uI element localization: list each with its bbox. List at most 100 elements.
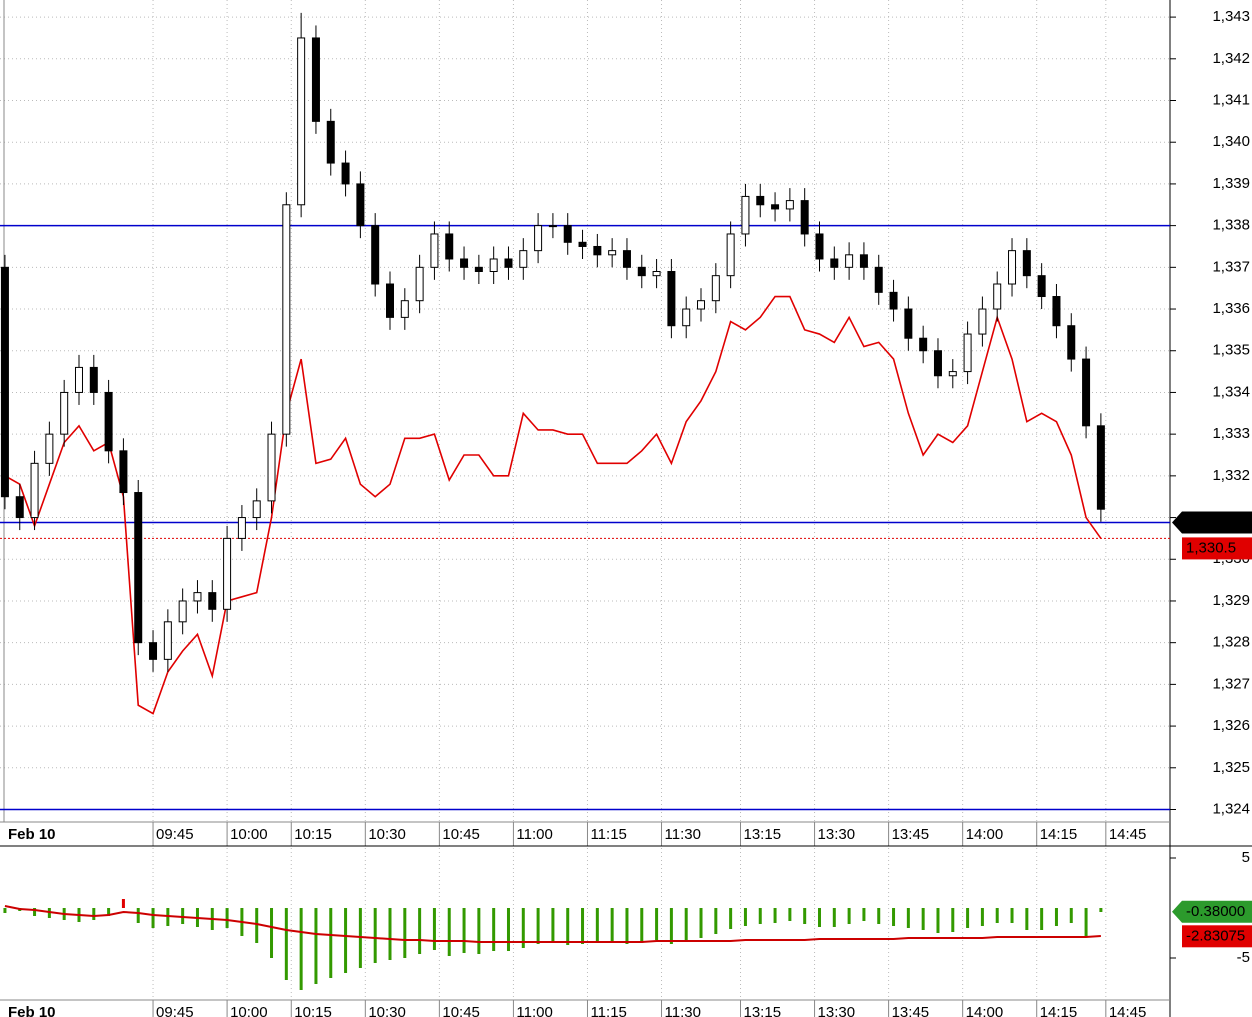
y-tick-label: 1,332	[1212, 467, 1250, 484]
candle-body	[889, 291, 898, 310]
y-tick-label: 1,328	[1212, 634, 1250, 651]
candle-body	[163, 621, 172, 660]
candle-body	[386, 283, 394, 318]
candle-body	[534, 225, 543, 252]
line-last-tag: 1,330.5	[1186, 539, 1236, 556]
date-label: Feb 10	[8, 826, 56, 843]
candle-body	[682, 308, 691, 327]
histogram-bar	[521, 908, 525, 948]
x-tick-label: 09:45	[156, 1004, 194, 1017]
x-tick-label: 10:30	[368, 1004, 406, 1017]
candle-body	[45, 433, 54, 464]
candle-body	[237, 517, 246, 539]
y-tick-label: 1,327	[1212, 675, 1250, 692]
candle-body	[963, 333, 972, 373]
histogram-bar	[566, 908, 570, 945]
candle-body	[1022, 250, 1031, 277]
histogram-bar	[729, 908, 733, 929]
histogram-bar	[684, 908, 688, 940]
x-tick-label: 09:45	[156, 826, 194, 843]
y-tick-label: 1,342	[1212, 50, 1250, 67]
candle-body	[489, 258, 498, 272]
date-label: Feb 10	[8, 1004, 56, 1017]
y-tick-label: 1,336	[1212, 300, 1250, 317]
candle-body	[223, 537, 232, 610]
histogram-bar	[1010, 908, 1014, 923]
histogram-bar	[403, 908, 407, 958]
histogram-bar	[225, 908, 229, 928]
candle-body	[548, 225, 557, 228]
histogram-bar	[388, 908, 392, 960]
histogram-bar	[492, 908, 496, 951]
histogram-bar	[1099, 908, 1103, 912]
candle-body	[756, 195, 765, 206]
candle-body	[711, 275, 720, 302]
candle-body	[563, 225, 572, 243]
candle-body	[311, 37, 320, 122]
candle-body	[1096, 425, 1105, 510]
x-tick-label: 10:30	[368, 826, 406, 843]
histogram-bar	[418, 908, 422, 954]
candle-body	[1082, 358, 1091, 427]
histogram-bar	[995, 908, 999, 923]
histogram-bar	[921, 908, 925, 930]
histogram-bar	[936, 908, 940, 933]
x-tick-label: 14:15	[1040, 1004, 1078, 1017]
histogram-bar	[462, 908, 466, 953]
candle-body	[119, 450, 128, 494]
candle-body	[0, 266, 9, 498]
y-tick-label: 1,325	[1212, 759, 1250, 776]
candle-body	[741, 195, 750, 235]
x-tick-label: 14:00	[966, 826, 1004, 843]
candle-body	[608, 250, 617, 256]
signal-line	[4, 905, 1101, 943]
candle-body	[30, 462, 39, 519]
y-tick-label: 1,337	[1212, 258, 1250, 275]
y-tick-label: 1,341	[1212, 91, 1250, 108]
histogram-bar	[832, 908, 836, 927]
last-price-tag-bg	[1172, 511, 1252, 534]
histogram-bar	[551, 908, 555, 943]
candle-body	[460, 258, 469, 268]
candle-body	[859, 254, 868, 268]
x-tick-label: 10:00	[230, 1004, 268, 1017]
candle-body	[785, 200, 794, 210]
histogram-bar	[151, 908, 155, 928]
candle-body	[474, 266, 483, 272]
candle-body	[430, 233, 439, 268]
y-tick-label: -5	[1237, 949, 1250, 966]
y-tick-label: 1,340	[1212, 133, 1250, 150]
candle-body	[874, 266, 883, 293]
histogram-bar	[980, 908, 984, 926]
candle-body	[415, 266, 424, 302]
candle-body	[504, 258, 513, 268]
histogram-bar	[595, 908, 599, 943]
y-tick-label: 1,343	[1212, 8, 1250, 25]
candle-body	[400, 300, 409, 318]
histogram-bar	[1040, 908, 1044, 930]
histogram-bar	[892, 908, 896, 926]
x-tick-label: 14:45	[1109, 826, 1147, 843]
x-tick-label: 11:30	[665, 1004, 701, 1017]
candle-body	[60, 391, 69, 435]
candle-body	[341, 162, 350, 185]
x-tick-label: 10:15	[294, 1004, 332, 1017]
histogram-bar	[817, 908, 821, 927]
histogram-bar	[432, 908, 436, 950]
histogram-bar	[803, 908, 807, 924]
histogram-bar	[506, 908, 510, 951]
histogram-bar	[773, 908, 777, 923]
x-tick-label: 13:15	[744, 826, 782, 843]
candle-body	[445, 233, 454, 260]
histogram-bar	[877, 908, 881, 924]
histogram-bar	[669, 908, 673, 944]
candle-body	[993, 283, 1002, 310]
y-tick-label: 1,338	[1212, 217, 1250, 234]
histogram-bar	[344, 908, 348, 973]
signal-last-tag: -2.83075	[1186, 927, 1245, 944]
x-tick-label: 14:15	[1040, 826, 1078, 843]
histogram-bar	[1025, 908, 1029, 930]
x-tick-label: 10:45	[442, 826, 480, 843]
